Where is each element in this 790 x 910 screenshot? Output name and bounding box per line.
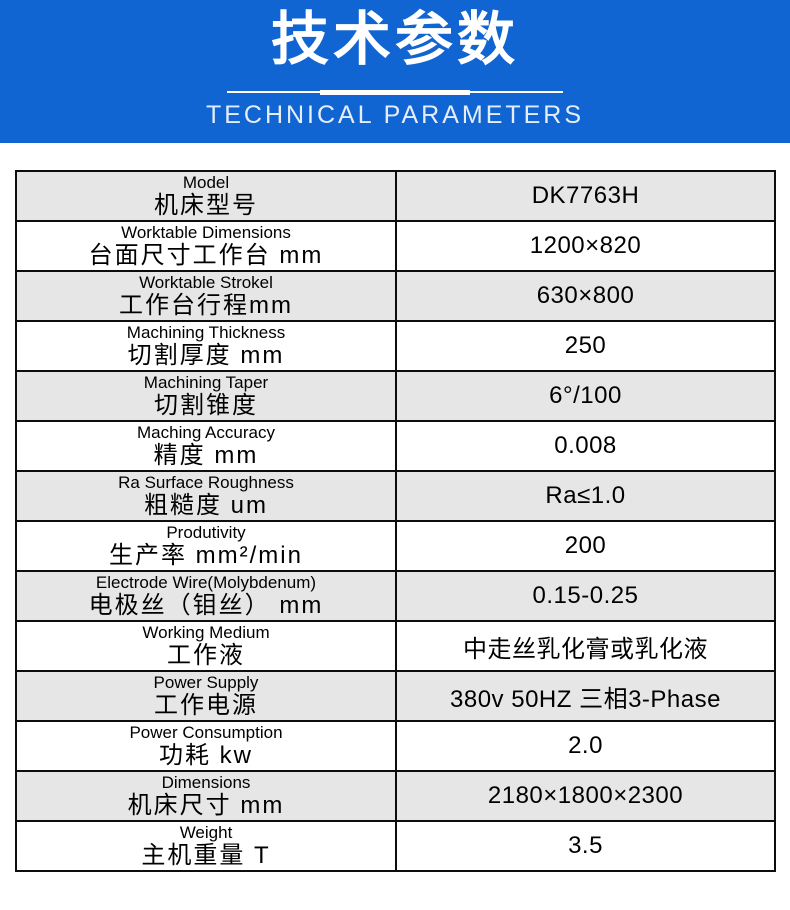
parameter-name-zh: 机床型号: [154, 192, 258, 219]
parameter-name-en: Produtivity: [166, 523, 246, 542]
divider-thick-center: [320, 89, 470, 95]
parameter-label-cell: Worktable Dimensions 台面尺寸工作台 mm: [15, 220, 397, 272]
parameter-name-zh: 切割锥度: [154, 392, 258, 419]
parameter-value: DK7763H: [395, 170, 776, 222]
parameter-name-en: Machining Taper: [143, 373, 269, 392]
parameter-name-en: Maching Accuracy: [137, 423, 275, 442]
parameter-label-cell: Working Medium 工作液: [15, 620, 397, 672]
parameter-label-cell: Produtivity 生产率 mm²/min: [15, 520, 397, 572]
parameters-table-body: Model 机床型号 DK7763H Worktable Dimensions 台面尺寸…: [15, 170, 776, 872]
parameter-value: 380v 50HZ 三相3-Phase: [395, 670, 776, 722]
parameter-value: 3.5: [395, 820, 776, 872]
divider-thin-right: [470, 91, 563, 93]
parameter-name-zh: 生产率 mm²/min: [109, 542, 303, 569]
parameter-label-cell: Dimensions 机床尺寸 mm: [15, 770, 397, 822]
parameter-name-zh: 工作台行程mm: [119, 292, 293, 319]
parameter-name-en: Model: [182, 173, 230, 192]
parameter-name-zh: 精度 mm: [153, 442, 259, 469]
parameter-label-cell: Model 机床型号: [15, 170, 397, 222]
parameter-name-en: Ra Surface Roughness: [118, 473, 294, 492]
table-row: Electrode Wire(Molybdenum) 电极丝（钼丝） mm 0.15…: [15, 570, 776, 622]
parameter-value: 0.15-0.25: [395, 570, 776, 622]
table-row: Machining Taper 切割锥度 6°/100: [15, 370, 776, 422]
parameter-value: 中走丝乳化膏或乳化液: [395, 620, 776, 672]
table-row: Worktable Dimensions 台面尺寸工作台 mm 1200×820: [15, 220, 776, 272]
parameter-value: 1200×820: [395, 220, 776, 272]
page-subtitle: TECHNICAL PARAMETERS: [205, 101, 585, 129]
divider-thin-left: [227, 91, 320, 93]
table-row: Ra Surface Roughness 粗糙度 um Ra≤1.0: [15, 470, 776, 522]
parameter-name-zh: 台面尺寸工作台 mm: [88, 242, 324, 269]
parameter-label-cell: Power Supply 工作电源: [15, 670, 397, 722]
parameter-name-zh: 功耗 kw: [159, 742, 253, 769]
parameter-value: 200: [395, 520, 776, 572]
table-row: Produtivity 生产率 mm²/min 200: [15, 520, 776, 572]
parameter-value: 6°/100: [395, 370, 776, 422]
table-row: Machining Thickness 切割厚度 mm 250: [15, 320, 776, 372]
parameter-value: 2.0: [395, 720, 776, 772]
parameter-name-en: Worktable Dimensions: [121, 223, 291, 242]
parameter-name-en: Power Consumption: [129, 723, 283, 742]
table-row: Model 机床型号 DK7763H: [15, 170, 776, 222]
parameter-label-cell: Machining Thickness 切割厚度 mm: [15, 320, 397, 372]
parameter-name-zh: 粗糙度 um: [143, 492, 268, 519]
parameter-value: 250: [395, 320, 776, 372]
parameter-name-zh: 工作电源: [154, 692, 258, 719]
table-row: Power Supply 工作电源 380v 50HZ 三相3-Phase: [15, 670, 776, 722]
table-container: Model 机床型号 DK7763H Worktable Dimensions 台面尺寸…: [0, 143, 790, 872]
parameter-name-en: Power Supply: [153, 673, 259, 692]
parameter-label-cell: Ra Surface Roughness 粗糙度 um: [15, 470, 397, 522]
parameter-label-cell: Power Consumption 功耗 kw: [15, 720, 397, 772]
table-row: Dimensions 机床尺寸 mm 2180×1800×2300: [15, 770, 776, 822]
parameter-label-cell: Weight 主机重量 T: [15, 820, 397, 872]
parameter-label-cell: Machining Taper 切割锥度: [15, 370, 397, 422]
parameter-value: Ra≤1.0: [395, 470, 776, 522]
parameter-name-en: Machining Thickness: [126, 323, 286, 342]
table-row: Worktable Strokel 工作台行程mm 630×800: [15, 270, 776, 322]
parameter-name-en: Working Medium: [142, 623, 270, 642]
page-title: 技术参数: [270, 7, 519, 72]
parameters-table: Model 机床型号 DK7763H Worktable Dimensions 台面尺寸…: [15, 170, 776, 872]
parameter-label-cell: Maching Accuracy 精度 mm: [15, 420, 397, 472]
parameter-name-en: Dimensions: [161, 773, 251, 792]
page: 技术参数 TECHNICAL PARAMETERS Model 机床型号 DK776…: [0, 0, 790, 872]
parameter-value: 630×800: [395, 270, 776, 322]
parameter-name-en: Weight: [179, 823, 233, 842]
parameter-value: 2180×1800×2300: [395, 770, 776, 822]
parameter-value: 0.008: [395, 420, 776, 472]
parameter-name-zh: 切割厚度 mm: [127, 342, 285, 369]
parameter-name-zh: 电极丝（钼丝） mm: [88, 592, 324, 619]
header-banner: 技术参数 TECHNICAL PARAMETERS: [0, 0, 790, 143]
table-row: Weight 主机重量 T 3.5: [15, 820, 776, 872]
table-row: Power Consumption 功耗 kw 2.0: [15, 720, 776, 772]
title-divider: [0, 89, 790, 95]
table-row: Working Medium 工作液 中走丝乳化膏或乳化液: [15, 620, 776, 672]
parameter-name-zh: 机床尺寸 mm: [127, 792, 285, 819]
parameter-name-en: Worktable Strokel: [139, 273, 273, 292]
parameter-name-zh: 主机重量 T: [141, 842, 271, 869]
parameter-name-en: Electrode Wire(Molybdenum): [95, 573, 317, 592]
parameter-label-cell: Electrode Wire(Molybdenum) 电极丝（钼丝） mm: [15, 570, 397, 622]
table-row: Maching Accuracy 精度 mm 0.008: [15, 420, 776, 472]
parameter-name-zh: 工作液: [167, 642, 245, 669]
parameter-label-cell: Worktable Strokel 工作台行程mm: [15, 270, 397, 322]
